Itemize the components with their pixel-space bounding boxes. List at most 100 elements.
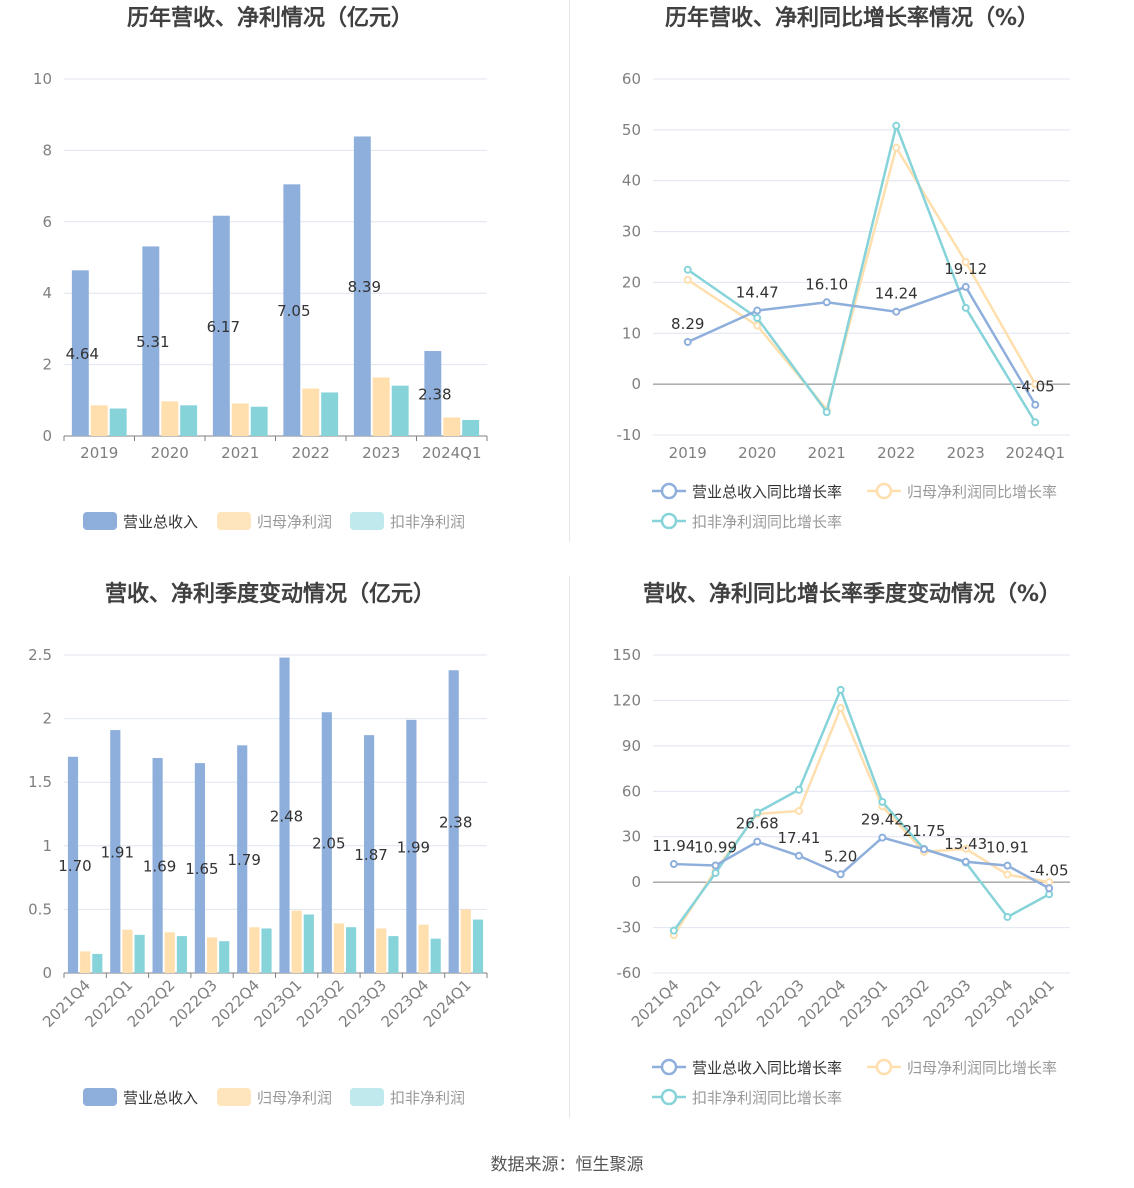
- legend-marker: [875, 482, 893, 500]
- data-label: 1.87: [354, 846, 387, 864]
- y-tick-label: 2: [42, 710, 52, 728]
- x-tick-label: 2021: [808, 444, 846, 462]
- data-point: [892, 143, 901, 152]
- y-tick-label: 120: [612, 691, 641, 709]
- chart-svg: 历年营收、净利同比增长率情况（%） -10 0 10 20 30 40 50 60 2019 202…: [617, 5, 1070, 531]
- series-line: [687, 285, 1037, 406]
- quarterly-revenue-profit-chart: 营收、净利季度变动情况（亿元） 0 0.5 1 1.5 2 2.5 2021Q4 2022Q1 2…: [0, 576, 567, 1152]
- data-point: [961, 303, 970, 312]
- y-tick-label: 60: [622, 70, 641, 88]
- bar: [206, 937, 218, 973]
- data-point: [683, 265, 692, 274]
- data-label: 4.64: [66, 345, 99, 363]
- data-label: 5.20: [824, 847, 857, 865]
- data-label: 29.42: [861, 811, 904, 829]
- bar: [472, 919, 484, 973]
- quarterly-growth-rate-chart: 营收、净利同比增长率季度变动情况（%） -60 -30 0 30 60 90 120 150 20…: [567, 576, 1134, 1152]
- chart-svg: 营收、净利季度变动情况（亿元）00.511.522.52021Q42022Q12…: [28, 581, 488, 1107]
- bar: [194, 763, 205, 973]
- data-point: [794, 785, 803, 794]
- annual-revenue-profit-chart: 历年营收、净利情况（亿元） 0 2 4 6 8 10 2019 2020 2021 2022 2023…: [0, 0, 567, 576]
- y-tick-label: -30: [617, 919, 642, 937]
- bar: [418, 924, 429, 973]
- data-point: [1031, 380, 1040, 389]
- data-label: 7.05: [277, 302, 310, 320]
- y-tick-label: 50: [622, 121, 641, 139]
- data-point: [822, 298, 831, 307]
- y-tick-label: 40: [622, 172, 641, 190]
- data-label: 13.43: [944, 835, 987, 853]
- y-tick-label: 1: [42, 837, 52, 855]
- y-tick-label: 6: [42, 213, 52, 231]
- data-label: 8.29: [671, 315, 704, 333]
- legend-label: 营业总收入: [123, 1089, 198, 1107]
- data-label: 11.94: [652, 837, 695, 855]
- legend-label: 归母净利润同比增长率: [907, 1059, 1057, 1077]
- data-point: [753, 314, 762, 323]
- panel-divider: [569, 0, 570, 542]
- bar: [283, 184, 301, 436]
- y-tick-label: 0: [42, 964, 52, 982]
- data-label: 16.10: [805, 275, 848, 293]
- y-tick-label: 1.5: [28, 773, 52, 791]
- data-point: [878, 833, 887, 842]
- x-tick-label: 2024Q1: [420, 976, 475, 1031]
- data-point: [1031, 418, 1040, 427]
- legend-swatch: [350, 1088, 384, 1106]
- bar: [333, 923, 345, 973]
- y-tick-label: 0: [631, 375, 641, 393]
- bar: [219, 941, 230, 973]
- data-label: 14.47: [736, 284, 779, 302]
- data-point: [669, 926, 678, 935]
- y-tick-label: 30: [622, 828, 641, 846]
- data-label: 17.41: [777, 829, 820, 847]
- bar: [142, 246, 160, 436]
- data-label: -4.05: [1030, 861, 1069, 879]
- y-tick-label: 20: [622, 273, 641, 291]
- legend-label: 扣非净利润同比增长率: [692, 1089, 842, 1107]
- bar: [110, 730, 121, 973]
- y-tick-label: -60: [617, 964, 642, 982]
- series-line: [687, 144, 1037, 413]
- bar: [364, 735, 375, 973]
- data-label: 1.79: [227, 851, 260, 869]
- bar: [346, 927, 357, 973]
- data-label: 19.12: [944, 260, 987, 278]
- bar: [92, 953, 103, 973]
- data-point: [753, 808, 762, 817]
- bar: [353, 136, 371, 437]
- data-point: [683, 337, 692, 346]
- bar: [261, 928, 272, 973]
- data-label: 2.05: [312, 835, 345, 853]
- data-label: 10.91: [986, 839, 1029, 857]
- data-label: 1.69: [143, 858, 176, 876]
- bar: [109, 408, 127, 436]
- bar: [134, 934, 145, 973]
- chart-title: 历年营收、净利同比增长率情况（%）: [665, 5, 1039, 31]
- data-label: 2.38: [418, 386, 451, 404]
- data-point: [683, 275, 692, 284]
- legend-swatch: [83, 512, 117, 530]
- annual-growth-rate-chart: 历年营收、净利同比增长率情况（%） -10 0 10 20 30 40 50 60 2019 202…: [567, 0, 1134, 576]
- data-point: [1003, 870, 1012, 879]
- data-point: [1045, 884, 1054, 893]
- data-point: [836, 685, 845, 694]
- legend-swatch: [83, 1088, 117, 1106]
- bar: [321, 712, 332, 973]
- data-point: [892, 307, 901, 316]
- legend-marker: [660, 512, 678, 530]
- bar: [279, 657, 290, 973]
- data-label: 26.68: [736, 815, 779, 833]
- bar: [90, 405, 108, 436]
- bar: [388, 936, 399, 973]
- y-tick-label: 4: [42, 284, 52, 302]
- data-point: [836, 870, 845, 879]
- data-point: [753, 306, 762, 315]
- data-label: 14.24: [875, 285, 918, 303]
- x-tick-label: 2023: [947, 444, 985, 462]
- data-point: [878, 797, 887, 806]
- legend-label: 扣非净利润同比增长率: [692, 513, 842, 531]
- x-tick-label: 2020: [738, 444, 776, 462]
- legend-label: 扣非净利润: [390, 1089, 465, 1107]
- chart-title: 营收、净利同比增长率季度变动情况（%）: [643, 581, 1061, 607]
